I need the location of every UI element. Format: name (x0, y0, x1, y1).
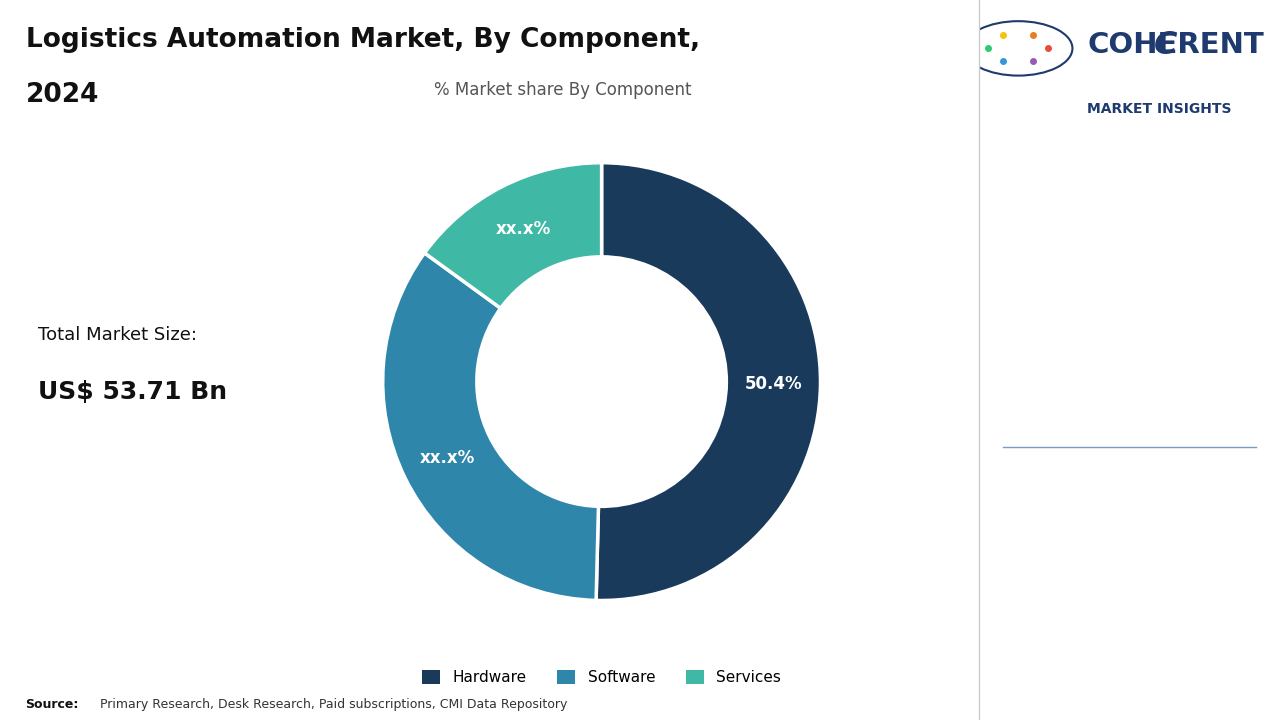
Text: % Market share By Component: % Market share By Component (434, 81, 692, 99)
Wedge shape (425, 163, 602, 308)
Text: Primary Research, Desk Research, Paid subscriptions, CMI Data Repository: Primary Research, Desk Research, Paid su… (96, 698, 567, 711)
Text: Source:: Source: (26, 698, 79, 711)
Text: Revenue Share, 2024: Revenue Share, 2024 (1010, 398, 1188, 416)
Text: Automation: Automation (1010, 558, 1179, 586)
Text: Component -: Component - (1101, 307, 1213, 325)
Text: Logistics: Logistics (1010, 495, 1135, 523)
Text: xx.x%: xx.x% (495, 220, 552, 238)
Text: Hardware: Hardware (1010, 307, 1101, 325)
Legend: Hardware, Software, Services: Hardware, Software, Services (416, 664, 787, 691)
Text: COHERENT: COHERENT (1088, 32, 1265, 59)
Text: C: C (1153, 30, 1178, 61)
Text: 50.4%: 50.4% (745, 374, 803, 392)
Text: US$ 53.71 Bn: US$ 53.71 Bn (38, 380, 228, 405)
Text: Market: Market (1010, 621, 1110, 649)
Text: Logistics Automation Market, By Component,: Logistics Automation Market, By Componen… (26, 27, 700, 53)
Wedge shape (596, 163, 820, 600)
Text: MARKET INSIGHTS: MARKET INSIGHTS (1088, 102, 1231, 116)
Text: Total Market Size:: Total Market Size: (38, 325, 197, 343)
Text: 2024: 2024 (26, 82, 99, 108)
Text: xx.x%: xx.x% (420, 449, 475, 467)
Wedge shape (383, 253, 599, 600)
Text: 50.4%: 50.4% (1010, 220, 1174, 265)
Text: Estimated Market: Estimated Market (1010, 353, 1156, 371)
